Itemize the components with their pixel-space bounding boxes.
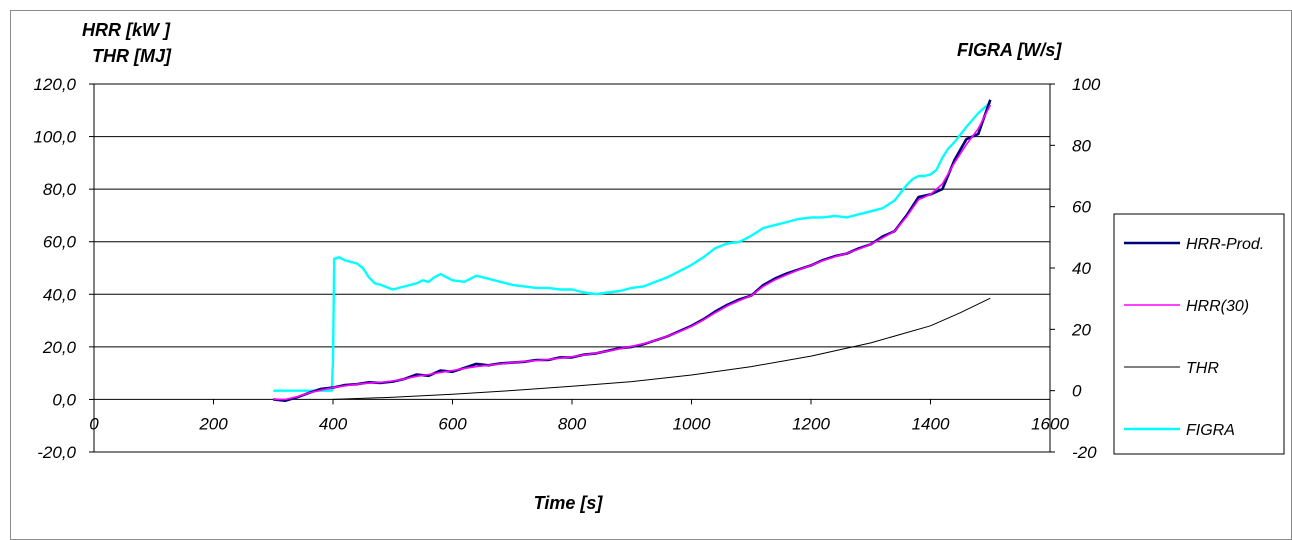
legend-box bbox=[1113, 213, 1285, 455]
x-tick-label: 600 bbox=[438, 414, 467, 433]
y2-tick-label: 20 bbox=[1071, 320, 1091, 339]
y2-tick-label: 40 bbox=[1072, 259, 1091, 278]
x-tick-label: 400 bbox=[319, 414, 348, 433]
x-tick-label: 200 bbox=[198, 414, 228, 433]
y2-axis-title: FIGRA [W/s] bbox=[957, 40, 1062, 60]
y-tick-label: 100,0 bbox=[33, 128, 76, 147]
legend: HRR-Prod. HRR(30) THR FIGRA bbox=[1124, 236, 1264, 439]
y2-tick-label: 80 bbox=[1072, 136, 1091, 155]
x-tick-label: 1400 bbox=[912, 414, 950, 433]
y-axis-title-line2: THR [MJ] bbox=[92, 46, 172, 66]
y-tick-label: 120,0 bbox=[33, 75, 76, 94]
y2-tick-label: 60 bbox=[1072, 198, 1091, 217]
x-tick-label: 1200 bbox=[792, 414, 830, 433]
tick-labels: -20,0 0,0 20,0 40,0 60,0 80,0 100,0 120,0 -20 0 20… bbox=[33, 75, 1100, 462]
legend-label: THR bbox=[1186, 360, 1219, 377]
legend-label: HRR(30) bbox=[1186, 298, 1249, 315]
series-line-figra bbox=[273, 101, 992, 392]
series-line-hrr-30 bbox=[273, 104, 992, 401]
y-axis-title-line1: HRR [kW ] bbox=[82, 20, 171, 40]
x-tick-label: 1600 bbox=[1031, 414, 1069, 433]
x-axis-title: Time [s] bbox=[534, 493, 604, 513]
y-tick-label: 40,0 bbox=[43, 285, 77, 304]
legend-label: FIGRA bbox=[1186, 422, 1235, 439]
x-tick-label: 800 bbox=[558, 414, 587, 433]
y-tick-label: 60,0 bbox=[43, 233, 77, 252]
y-tick-label: 80,0 bbox=[43, 180, 77, 199]
grid-lines bbox=[94, 83, 1050, 453]
plot-series bbox=[273, 99, 992, 403]
series-line-hrr-prod bbox=[273, 99, 992, 403]
y-tick-label: 0,0 bbox=[52, 390, 76, 409]
y2-tick-label: -20 bbox=[1072, 443, 1097, 462]
y-tick-label: -20,0 bbox=[37, 443, 76, 462]
x-tick-label: 0 bbox=[89, 414, 99, 433]
x-tick-label: 1000 bbox=[673, 414, 711, 433]
y2-tick-label: 100 bbox=[1072, 75, 1101, 94]
y-tick-label: 20,0 bbox=[42, 338, 77, 357]
legend-label: HRR-Prod. bbox=[1186, 236, 1264, 253]
y2-tick-label: 0 bbox=[1072, 382, 1082, 401]
axes bbox=[89, 83, 1055, 453]
series-line-thr bbox=[332, 297, 991, 400]
